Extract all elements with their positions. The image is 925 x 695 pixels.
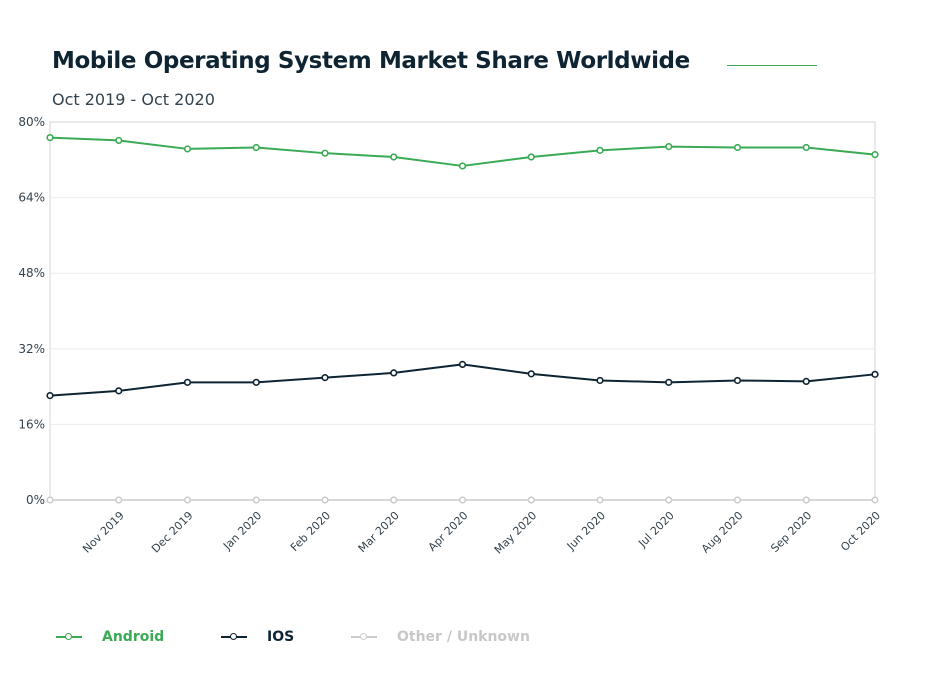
data-point-other-unknown bbox=[390, 496, 398, 504]
series-layer bbox=[46, 133, 879, 504]
series-line-ios bbox=[49, 363, 876, 397]
plot-frame bbox=[49, 121, 876, 501]
legend-other-dot bbox=[360, 633, 367, 640]
legend-item-android[interactable]: Android bbox=[56, 626, 164, 648]
chart-legend: Android IOS Other / Unknown bbox=[0, 626, 925, 650]
y-axis-ticks: 0% 16% 32% 48% 64% 80% bbox=[18, 115, 45, 507]
data-point-android bbox=[115, 136, 123, 145]
data-point-android bbox=[802, 143, 810, 152]
y-tick-label: 0% bbox=[26, 493, 45, 507]
data-point-other-unknown bbox=[527, 496, 535, 504]
title-accent-rule bbox=[727, 65, 817, 66]
x-tick-label: Oct 2020 bbox=[838, 509, 883, 554]
data-point-android bbox=[183, 145, 192, 153]
chart-subtitle: Oct 2019 - Oct 2020 bbox=[52, 90, 215, 109]
legend-other-label: Other / Unknown bbox=[397, 629, 530, 645]
legend-ios-label: IOS bbox=[267, 629, 295, 645]
data-point-ios bbox=[596, 376, 604, 385]
data-point-ios bbox=[321, 374, 329, 382]
y-tick-label: 48% bbox=[18, 266, 45, 280]
data-point-ios bbox=[458, 360, 467, 368]
data-point-other-unknown bbox=[871, 496, 879, 504]
legend-item-ios[interactable]: IOS bbox=[221, 626, 294, 648]
data-point-ios bbox=[665, 378, 673, 386]
x-tick-label: May 2020 bbox=[492, 509, 540, 557]
data-point-android bbox=[46, 133, 54, 142]
x-axis-ticks: Nov 2019 Dec 2019 Jan 2020 Feb 2020 Mar 2020… bbox=[80, 509, 883, 557]
data-point-android bbox=[321, 149, 329, 157]
x-tick-label: Apr 2020 bbox=[426, 509, 471, 554]
x-tick-label: Aug 2020 bbox=[699, 509, 746, 556]
legend-ios-marker-icon bbox=[221, 632, 247, 642]
legend-android-label: Android bbox=[102, 629, 165, 645]
x-tick-label: Feb 2020 bbox=[288, 509, 333, 554]
data-point-other-unknown bbox=[458, 496, 467, 504]
data-point-ios bbox=[46, 391, 54, 400]
x-tick-label: Nov 2019 bbox=[80, 509, 127, 556]
series-line-android bbox=[49, 136, 876, 167]
data-point-ios bbox=[115, 387, 123, 395]
legend-android-marker-icon bbox=[56, 632, 82, 642]
x-tick-label: Dec 2019 bbox=[149, 509, 196, 556]
data-point-other-unknown bbox=[733, 496, 742, 504]
data-point-ios bbox=[183, 378, 192, 386]
data-point-android bbox=[733, 143, 742, 152]
y-tick-label: 64% bbox=[18, 191, 45, 205]
legend-ios-dot bbox=[230, 633, 237, 640]
y-tick-label: 80% bbox=[18, 115, 45, 129]
data-point-android bbox=[596, 146, 604, 154]
legend-item-other[interactable]: Other / Unknown bbox=[351, 626, 530, 648]
data-point-ios bbox=[390, 369, 398, 377]
x-tick-label: Mar 2020 bbox=[356, 509, 402, 555]
grid-layer bbox=[49, 121, 876, 501]
data-point-other-unknown bbox=[596, 496, 604, 504]
data-point-ios bbox=[871, 370, 879, 378]
data-point-android bbox=[252, 143, 260, 152]
data-point-android bbox=[871, 151, 879, 159]
legend-android-dot bbox=[65, 633, 72, 640]
data-point-other-unknown bbox=[665, 496, 673, 504]
x-tick-label: Jan 2020 bbox=[220, 509, 264, 553]
data-point-other-unknown bbox=[115, 496, 123, 504]
data-point-ios bbox=[252, 378, 260, 386]
data-point-android bbox=[458, 162, 467, 170]
data-point-ios bbox=[802, 377, 810, 386]
y-tick-label: 32% bbox=[18, 342, 45, 356]
data-point-other-unknown bbox=[321, 496, 329, 504]
data-point-android bbox=[527, 153, 535, 161]
y-tick-label: 16% bbox=[18, 417, 45, 431]
chart-title: Mobile Operating System Market Share Wor… bbox=[52, 48, 690, 74]
x-tick-label: Jun 2020 bbox=[564, 509, 608, 553]
data-point-other-unknown bbox=[183, 496, 192, 504]
line-chart: 0% 16% 32% 48% 64% 80% Nov 2019 Dec 2019 Jan 20… bbox=[18, 115, 883, 557]
data-point-android bbox=[665, 142, 673, 151]
x-tick-label: Sep 2020 bbox=[768, 509, 814, 555]
data-point-other-unknown bbox=[252, 496, 260, 504]
data-point-other-unknown bbox=[802, 496, 810, 504]
x-tick-label: Jul 2020 bbox=[635, 509, 677, 551]
legend-other-marker-icon bbox=[351, 632, 377, 642]
data-point-other-unknown bbox=[46, 496, 54, 504]
data-point-ios bbox=[527, 370, 535, 378]
data-point-android bbox=[390, 153, 398, 161]
data-point-ios bbox=[733, 376, 742, 385]
